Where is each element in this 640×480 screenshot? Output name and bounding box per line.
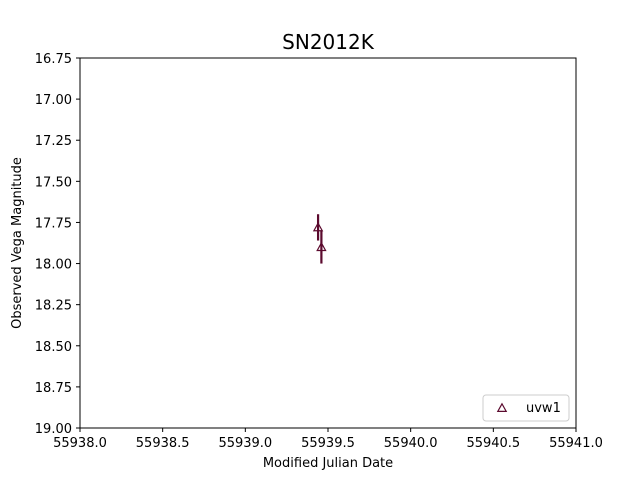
x-tick-label: 55938.5 <box>136 436 190 451</box>
data-marks <box>312 214 327 264</box>
y-tick-label: 17.00 <box>35 93 72 108</box>
y-tick-label: 17.25 <box>35 134 72 149</box>
data-point <box>312 221 324 232</box>
y-tick-label: 17.50 <box>35 175 72 190</box>
x-tick-label: 55940.0 <box>384 436 438 451</box>
x-tick-label: 55940.5 <box>466 436 520 451</box>
y-tick-label: 18.00 <box>35 258 72 273</box>
x-tick-label: 55939.0 <box>218 436 272 451</box>
y-tick-label: 16.75 <box>35 52 72 67</box>
legend-box <box>482 394 570 422</box>
legend: uvw1 <box>482 394 570 422</box>
y-tick-label: 18.50 <box>35 340 72 355</box>
y-tick-label: 18.25 <box>35 299 72 314</box>
legend-marker-uvw1 <box>496 402 508 412</box>
x-tick-label: 55939.5 <box>301 436 355 451</box>
y-tick-label: 19.00 <box>35 422 72 437</box>
x-tick-label: 55941.0 <box>549 436 603 451</box>
y-axis: 16.75 17.00 17.25 17.50 17.75 18.00 18.25 18.50… <box>35 52 80 437</box>
x-tick-label: 55938.0 <box>53 436 107 451</box>
legend-triangle-icon <box>496 402 508 412</box>
x-axis-label: Modified Julian Date <box>263 456 393 471</box>
y-tick-label: 18.75 <box>35 381 72 396</box>
y-tick-label: 17.75 <box>35 216 72 231</box>
y-axis-label: Observed Vega Magnitude <box>10 157 25 329</box>
chart-title: SN2012K <box>282 30 375 54</box>
data-point <box>316 241 327 252</box>
x-axis: 55938.0 55938.5 55939.0 55939.5 55940.0 55940… <box>53 428 603 451</box>
legend-label-uvw1: uvw1 <box>526 401 561 416</box>
plot-frame <box>79 57 577 429</box>
